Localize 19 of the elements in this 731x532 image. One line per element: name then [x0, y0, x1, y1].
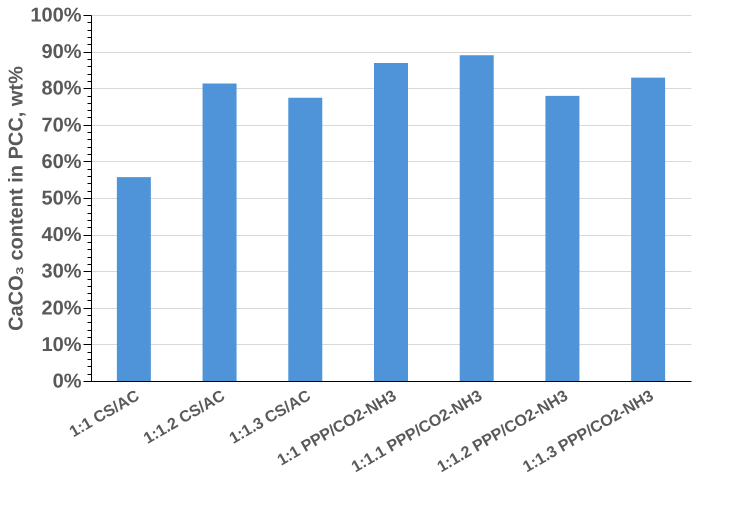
y-axis-title: CaCO₃ content in PCC, wt%: [5, 66, 28, 331]
y-tick-label: 40%: [41, 224, 82, 246]
y-tick-label: 80%: [41, 78, 82, 100]
bar: [631, 78, 666, 381]
y-tick-label: 20%: [41, 297, 82, 320]
bar: [374, 62, 408, 381]
bar: [545, 96, 580, 381]
bar: [116, 177, 151, 381]
y-tick-label: 10%: [41, 334, 82, 356]
y-tick-label: 70%: [41, 114, 82, 136]
bar: [202, 83, 237, 381]
y-tick-label: 50%: [41, 188, 82, 210]
bar: [460, 55, 494, 381]
y-tick-label: 90%: [41, 41, 82, 64]
y-tick-label: 30%: [41, 260, 82, 283]
y-tick-label: 100%: [30, 4, 82, 26]
y-tick-label: 60%: [41, 150, 82, 173]
bar: [288, 98, 322, 381]
y-tick-label: 0%: [52, 370, 82, 392]
